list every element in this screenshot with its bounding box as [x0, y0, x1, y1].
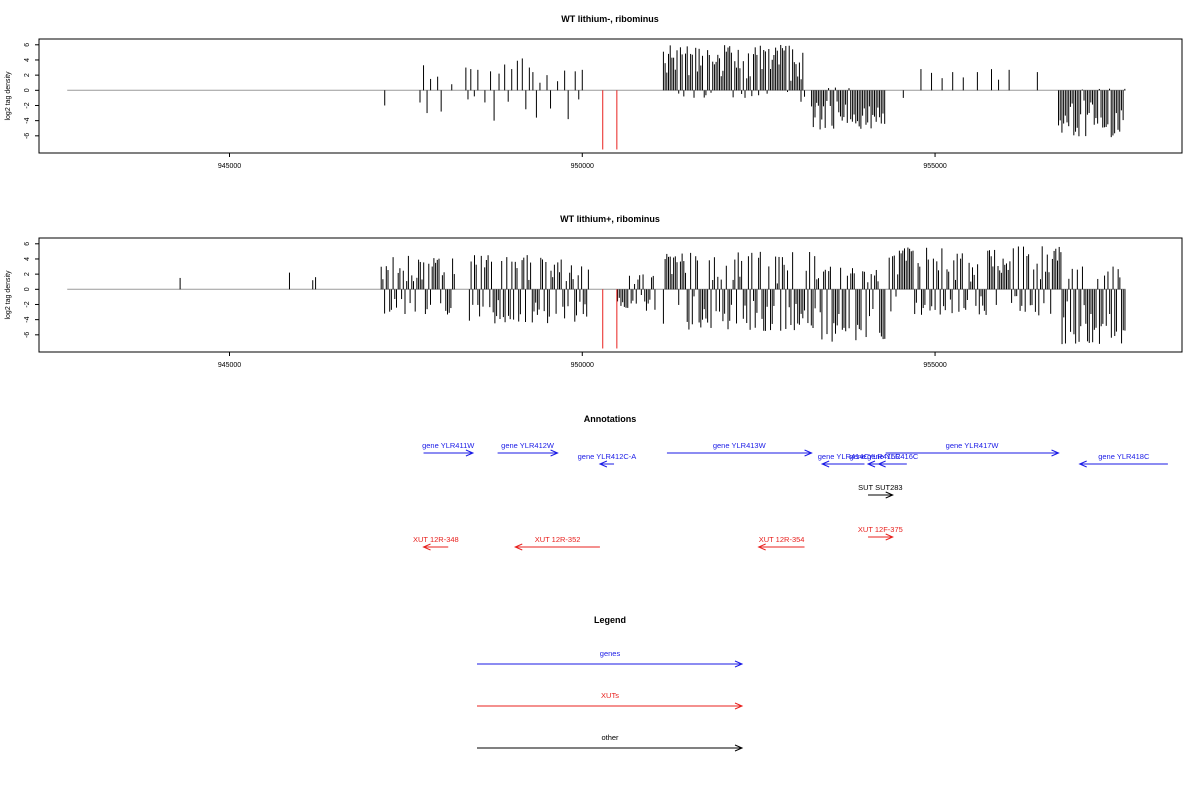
- p1-xtick-label: 945000: [218, 163, 241, 170]
- panel-1-marks: [67, 44, 1126, 150]
- feature-label: gene YLR416C: [867, 452, 919, 461]
- feature-label: gene YLR417W: [946, 441, 1000, 450]
- feature-arrow-head: [465, 449, 475, 457]
- panel-2-frame: [38, 237, 1183, 353]
- p2-xtick-label: 945000: [218, 362, 241, 369]
- legend-arrow-head: [734, 702, 744, 710]
- legend-label: other: [601, 733, 619, 742]
- legend-label: genes: [600, 649, 621, 658]
- p2-ytick-label: 4: [24, 257, 31, 261]
- p1-ytick-label: -2: [24, 102, 31, 108]
- p2-ytick-label: 2: [24, 272, 31, 276]
- feature-arrow-head: [885, 533, 894, 541]
- panel-1: WT lithium-, ribominus log2 tag density …: [5, 14, 1183, 170]
- p2-xtick-label: 955000: [923, 362, 946, 369]
- feature-arrow-head: [804, 449, 813, 457]
- p1-ytick-label: 2: [24, 73, 31, 77]
- p1-ytick-label: 4: [24, 58, 31, 62]
- annotations-title: Annotations: [584, 414, 637, 424]
- panel-2-marks: [67, 246, 1126, 349]
- p1-xtick-label: 955000: [923, 163, 946, 170]
- feature-arrow-head: [422, 543, 431, 551]
- feature-label: SUT SUT283: [858, 483, 902, 492]
- panel-2-ylabel: log2 tag density: [5, 270, 12, 320]
- feature-label: gene YLR412W: [501, 441, 555, 450]
- feature-label: XUT 12R-354: [759, 535, 805, 544]
- panel-1-frame: [38, 38, 1183, 154]
- panel-1-y-axis: 6 4 2 0 -2 -4 -6: [24, 43, 39, 139]
- annotations-panel: Annotations gene YLR411W gene YLR412Wgene…: [413, 414, 1168, 551]
- feature-arrow-head: [513, 543, 523, 551]
- legend-label: XUTs: [601, 691, 619, 700]
- feature-arrow-head: [877, 460, 886, 468]
- feature-label: gene YLR415C: [850, 452, 902, 461]
- legend: Legend genes XUTs other: [477, 615, 744, 752]
- p1-ytick-label: 6: [24, 43, 31, 47]
- legend-arrow-head: [734, 744, 744, 752]
- feature-label: XUT 12R-348: [413, 535, 459, 544]
- feature-label: gene YLR414C: [818, 452, 870, 461]
- feature-label: gene YLR418C: [1098, 452, 1150, 461]
- panel-1-ylabel: log2 tag density: [5, 71, 12, 121]
- feature-arrow-head: [820, 460, 830, 468]
- panel-2: WT lithium+, ribominus log2 tag density …: [5, 214, 1183, 369]
- feature-label: XUT 12F-375: [858, 525, 903, 534]
- annotation-features: gene YLR411W gene YLR412W gene YLR412C-A ge…: [413, 441, 1168, 551]
- p2-ytick-label: -2: [24, 301, 31, 307]
- feature-arrow-head: [598, 460, 608, 468]
- feature-arrow-head: [550, 449, 559, 457]
- panel-1-title: WT lithium-, ribominus: [561, 14, 659, 24]
- panel-2-title: WT lithium+, ribominus: [560, 214, 660, 224]
- panel-2-x-axis: 945000 950000 955000: [218, 352, 947, 369]
- p1-ytick-label: -6: [24, 133, 31, 139]
- panel-2-y-axis: 6 4 2 0 -2 -4 -6: [24, 242, 39, 338]
- feature-label: gene YLR412C-A: [578, 452, 637, 461]
- p2-ytick-label: -6: [24, 332, 31, 338]
- p1-ytick-label: -4: [24, 117, 31, 123]
- p1-xtick-label: 950000: [571, 163, 594, 170]
- legend-items: genes XUTs other: [477, 649, 744, 752]
- feature-label: gene YLR411W: [422, 441, 475, 450]
- feature-arrow-head: [757, 543, 766, 551]
- feature-label: XUT 12R-352: [535, 535, 581, 544]
- p2-ytick-label: 6: [24, 242, 31, 246]
- panel-1-x-axis: 945000 950000 955000: [218, 153, 947, 170]
- legend-arrow-head: [734, 660, 744, 668]
- feature-label: gene YLR413W: [713, 441, 767, 450]
- p2-ytick-label: -4: [24, 316, 31, 322]
- feature-arrow-head: [1078, 460, 1087, 468]
- feature-arrow-head: [885, 491, 894, 499]
- legend-title: Legend: [594, 615, 626, 625]
- feature-arrow-head: [1051, 449, 1060, 457]
- p2-xtick-label: 950000: [571, 362, 594, 369]
- p1-ytick-label: 0: [24, 88, 31, 92]
- p2-ytick-label: 0: [24, 287, 31, 291]
- feature-arrow-head: [866, 460, 876, 468]
